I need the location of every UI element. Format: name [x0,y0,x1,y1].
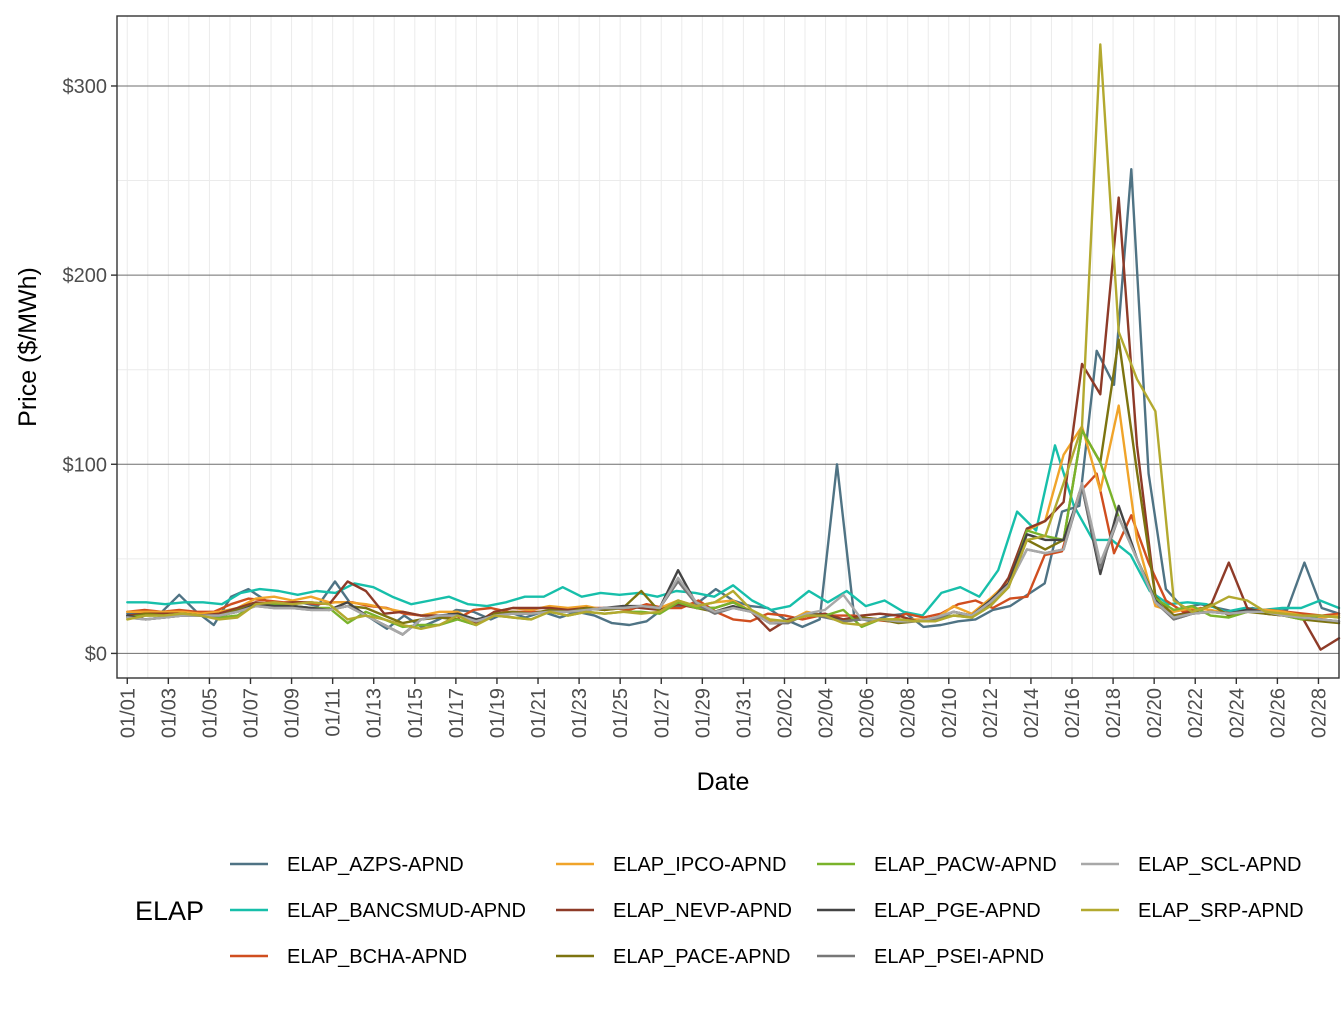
y-axis: $0 $100 $200 $300 [63,76,117,665]
legend-label: ELAP_NEVP-APND [613,900,792,922]
plot-border [116,15,1340,679]
x-tick-label: 01/29 [692,688,714,738]
x-tick-label: 01/07 [240,688,262,738]
x-tick-label: 02/04 [816,688,838,738]
legend-label: ELAP_SRP-APND [1138,900,1304,922]
x-tick-label: 01/21 [528,688,550,738]
x-tick-label: 01/11 [323,688,345,737]
x-tick-label: 02/14 [1021,688,1043,738]
x-tick-label: 01/25 [610,688,632,738]
grid-minor-x [126,16,1340,678]
x-tick-label: 01/05 [199,688,221,738]
x-axis: 01/01 01/03 01/05 01/07 01/09 01/11 01/13 01/15… [117,678,1330,738]
plot-background [117,16,1339,678]
x-tick-label: 01/09 [282,688,304,738]
x-tick-label: 02/20 [1144,688,1166,738]
grid-minor-y [117,180,1339,560]
x-axis-title: Date [697,768,750,796]
legend-label: ELAP_SCL-APND [1138,854,1301,876]
x-tick-label: 02/12 [980,688,1002,738]
x-tick-label: 02/06 [857,688,879,738]
legend-label: ELAP_PACW-APND [874,854,1057,876]
x-tick-label: 01/27 [651,688,673,738]
y-tick-label: $0 [85,643,107,665]
y-tick-label: $100 [63,454,108,476]
y-axis-title: Price ($/MWh) [14,267,42,427]
legend-label: ELAP_PGE-APND [874,900,1041,922]
y-tick-label: $300 [63,76,108,98]
y-tick-label: $200 [63,265,108,287]
series-line-elap-scl-apnd [126,482,1341,636]
x-tick-label: 02/22 [1185,688,1207,738]
x-tick-label: 02/18 [1103,688,1125,738]
series-lines [126,43,1341,651]
legend-label: ELAP_PSEI-APND [874,946,1044,968]
x-tick-label: 02/02 [774,688,796,738]
legend-label: ELAP_BANCSMUD-APND [287,900,526,922]
x-tick-label: 01/03 [158,688,180,738]
x-tick-label: 02/08 [898,688,920,738]
x-tick-label: 01/15 [405,688,427,738]
legend: ELAP ELAP_AZPS-APND ELAP_BANCSMUD-APND ELA… [135,854,1304,968]
x-tick-label: 01/01 [117,688,139,738]
grid-major-y [117,85,1339,654]
x-tick-label: 02/26 [1267,688,1289,738]
x-tick-label: 02/16 [1062,688,1084,738]
series-line-elap-srp-apnd [126,43,1341,630]
x-tick-label: 01/31 [733,688,755,738]
series-line-elap-bancsmud-apnd [126,444,1341,617]
x-tick-label: 01/23 [569,688,591,738]
legend-label: ELAP_PACE-APND [613,946,790,968]
legend-label: ELAP_BCHA-APND [287,946,467,968]
x-tick-label: 01/13 [364,688,386,738]
legend-label: ELAP_IPCO-APND [613,854,786,876]
x-tick-label: 01/17 [446,688,468,738]
legend-label: ELAP_AZPS-APND [287,854,464,876]
x-tick-label: 01/19 [487,688,509,738]
x-tick-label: 02/10 [939,688,961,738]
x-tick-label: 02/24 [1226,688,1248,738]
x-tick-label: 02/28 [1308,688,1330,738]
legend-title: ELAP [135,896,204,926]
